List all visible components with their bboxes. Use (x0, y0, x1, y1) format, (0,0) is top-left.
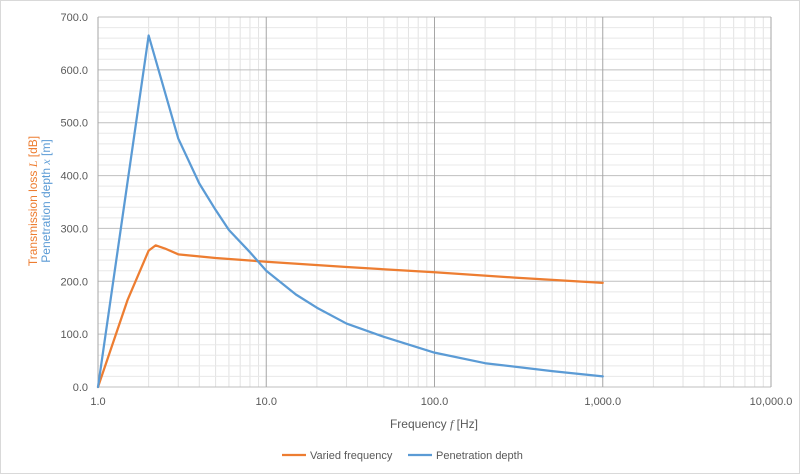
y-tick-label: 500.0 (60, 118, 88, 130)
y-axis-tick-labels: 0.0 100.0 200.0 300.0 400.0 500.0 600.0 700.0 (60, 12, 88, 394)
x-axis-title: Frequency f [Hz] (390, 417, 478, 431)
legend-item-penetration-depth: Penetration depth (408, 450, 523, 462)
y-axis-title-1-symbol: L (26, 160, 40, 168)
y-axis-title-2-symbol: x (39, 159, 53, 166)
y-tick-label: 600.0 (60, 65, 88, 77)
y-tick-label: 300.0 (60, 223, 88, 235)
x-tick-label: 10,000.0 (750, 396, 793, 408)
legend-label-varied-frequency: Varied frequency (310, 450, 393, 462)
y-axis-title-transmission-loss: Transmission loss L [dB] (26, 136, 40, 266)
legend-label-penetration-depth: Penetration depth (436, 450, 523, 462)
series-line-penetration-depth (96, 34, 604, 389)
y-axis-title: Transmission loss L [dB] Penetration dep… (26, 136, 53, 266)
legend: Varied frequency Penetration depth (282, 450, 523, 462)
series-line-varied-frequency (96, 244, 604, 389)
y-tick-label: 200.0 (60, 276, 88, 288)
y-axis-title-penetration-depth: Penetration depth x [m] (39, 139, 53, 262)
x-tick-label: 10.0 (256, 396, 277, 408)
y-axis-title-2-text: Penetration depth (39, 165, 53, 263)
x-axis-title-symbol: f (450, 417, 455, 431)
major-gridlines (97, 16, 772, 388)
y-tick-label: 100.0 (60, 329, 88, 341)
y-tick-label: 400.0 (60, 171, 88, 183)
x-tick-label: 1.0 (90, 396, 105, 408)
y-axis-title-1-text: Transmission loss (26, 167, 40, 266)
x-axis-title-unit: [Hz] (453, 417, 478, 431)
y-axis-title-1-unit: [dB] (26, 136, 40, 161)
x-axis-tick-labels: 1.0 10.0 100.0 1,000.0 10,000.0 (90, 396, 792, 408)
y-tick-label: 700.0 (60, 12, 88, 24)
x-tick-label: 100.0 (421, 396, 449, 408)
x-tick-label: 1,000.0 (584, 396, 621, 408)
series-layer (96, 34, 604, 389)
x-axis-title-text: Frequency (390, 417, 450, 431)
y-axis-title-2-unit: [m] (39, 139, 53, 159)
legend-item-varied-frequency: Varied frequency (282, 450, 393, 462)
y-tick-label: 0.0 (73, 382, 88, 394)
